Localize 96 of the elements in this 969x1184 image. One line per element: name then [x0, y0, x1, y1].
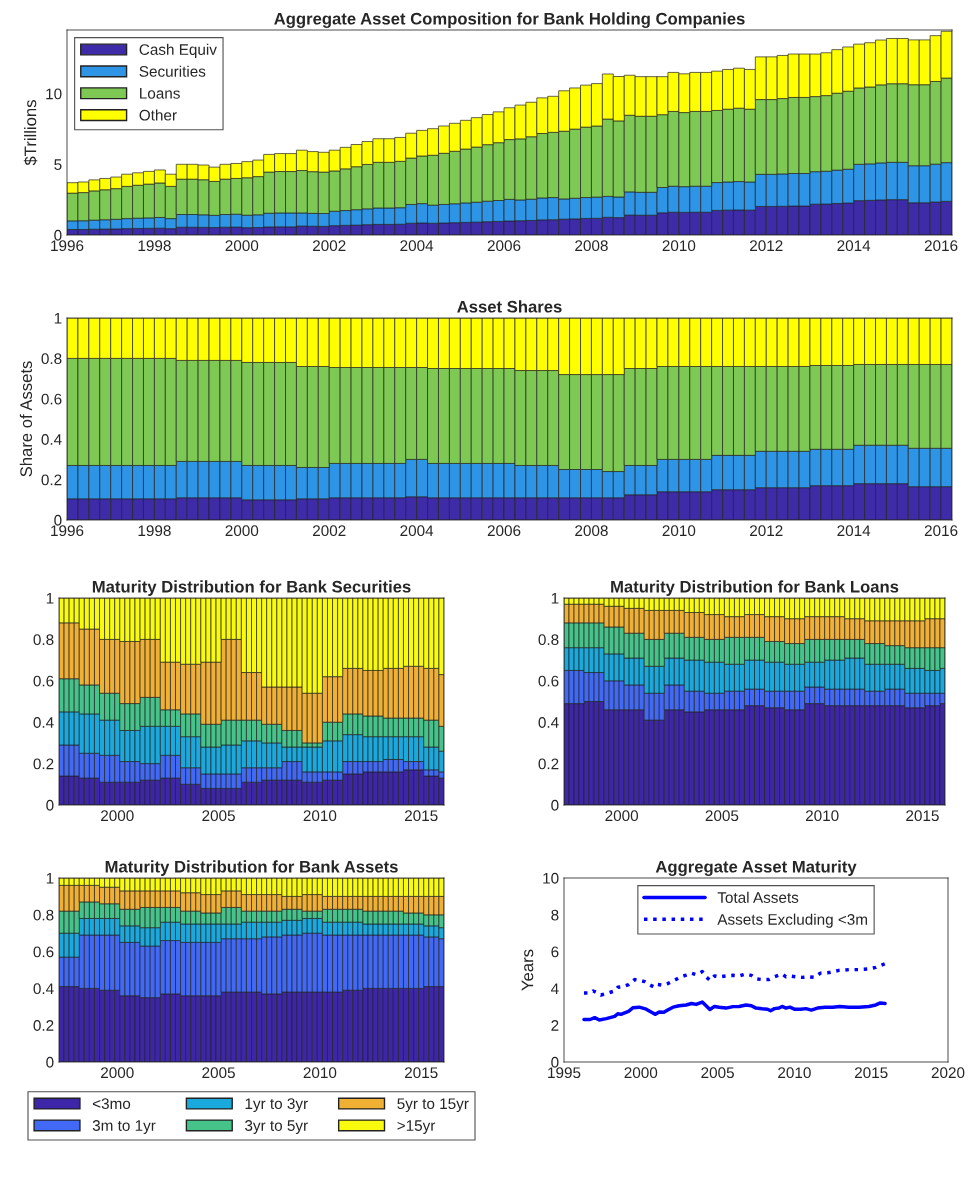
x-tick-label: 2005	[701, 1067, 734, 1079]
x-tick-label: 2005	[202, 810, 235, 822]
y-tick-label: 10	[543, 872, 559, 884]
y-tick-label: 0.6	[33, 675, 54, 687]
x-tick-label: 1998	[138, 525, 171, 537]
y-tick-label: 0.2	[33, 1020, 54, 1031]
y-tick-label: 2	[551, 1020, 559, 1031]
legend-label: 3yr to 5yr	[245, 1120, 308, 1134]
y-tick-label: 0	[46, 799, 54, 811]
x-tick-label: 2000	[605, 810, 639, 822]
x-tick-label: 2000	[225, 525, 259, 537]
legend-label: 1yr to 3yr	[245, 1098, 308, 1113]
x-tick-label: 2015	[906, 810, 939, 822]
y-tick-label: 0	[551, 799, 559, 811]
y-axis-title: $Trillions	[23, 100, 38, 166]
x-tick-label: 2015	[404, 810, 438, 822]
line-series	[582, 962, 887, 997]
x-tick-label: 2010	[662, 240, 696, 252]
x-tick-label: 2012	[750, 240, 783, 252]
x-tick-label: 2000	[225, 240, 259, 252]
x-tick-label: 1996	[51, 525, 84, 537]
x-tick-label: 2010	[662, 525, 696, 537]
x-tick-label: 2016	[924, 525, 958, 537]
x-tick-label: 2000	[101, 810, 134, 822]
x-tick-label: 2004	[400, 525, 434, 537]
x-tick-label: 2005	[705, 810, 739, 822]
y-tick-label: 6	[551, 946, 559, 958]
y-tick-label: 1	[46, 593, 54, 604]
y-tick-label: 0.6	[538, 675, 559, 687]
y-axis-title: Years	[521, 949, 534, 991]
y-axis-title: Share of Assets	[19, 361, 33, 477]
y-tick-label: 0.8	[33, 909, 54, 921]
x-tick-label: 1995	[548, 1067, 581, 1079]
y-tick-label: 1	[551, 593, 559, 604]
x-tick-label: 2004	[400, 240, 434, 252]
y-tick-label: 0.6	[41, 393, 62, 405]
x-tick-label: 2006	[487, 525, 521, 537]
legend-label: 3m to 1yr	[92, 1120, 156, 1134]
y-tick-label: 0.4	[41, 434, 62, 445]
x-tick-label: 2010	[303, 810, 337, 822]
line-series	[582, 1000, 887, 1022]
y-tick-label: 8	[551, 909, 559, 921]
y-tick-label: 1	[54, 313, 62, 324]
y-tick-label: 0.8	[41, 353, 62, 365]
x-tick-label: 1998	[138, 240, 171, 252]
chart-title: Aggregate Asset Composition for Bank Holding Companies	[274, 12, 745, 28]
x-tick-label: 2008	[575, 240, 608, 252]
y-tick-label: 0.8	[538, 634, 559, 646]
legend-label: 5yr to 15yr	[397, 1098, 469, 1113]
legend-label: Securities	[139, 65, 206, 77]
y-tick-label: 1	[46, 873, 54, 884]
x-tick-label: 2014	[837, 240, 871, 252]
x-tick-label: 2002	[313, 525, 346, 537]
x-tick-label: 2015	[404, 1067, 438, 1079]
legend-label: Other	[139, 109, 177, 121]
x-tick-label: 2010	[303, 1067, 337, 1079]
y-tick-label: 0.2	[33, 758, 54, 770]
legend-label: Assets Excluding <3m	[717, 913, 868, 928]
y-tick-label: 0.4	[33, 717, 54, 728]
x-tick-label: 2000	[624, 1067, 658, 1079]
y-tick-label: 0.6	[33, 946, 54, 958]
y-tick-label: 10	[46, 88, 62, 100]
x-tick-label: 2000	[101, 1067, 134, 1079]
chart-title: Maturity Distribution for Bank Loans	[611, 580, 899, 596]
legend-label: Total Assets	[717, 891, 799, 903]
x-tick-label: 2014	[837, 525, 871, 537]
y-tick-label: 0.2	[41, 474, 62, 486]
y-tick-label: 0.2	[538, 758, 559, 770]
chart-title: Maturity Distribution for Bank Securities	[92, 580, 411, 596]
y-tick-label: 0	[551, 1056, 559, 1068]
legend-label: >15yr	[397, 1120, 436, 1134]
legend-label: <3mo	[92, 1098, 131, 1110]
chart-title: Asset Shares	[457, 300, 562, 313]
x-tick-label: 2002	[313, 240, 346, 252]
x-tick-label: 2005	[202, 1067, 235, 1079]
x-tick-label: 2010	[778, 1067, 811, 1079]
x-tick-label: 2012	[750, 525, 783, 537]
y-tick-label: 4	[550, 983, 559, 994]
chart-title: Maturity Distribution for Bank Assets	[105, 860, 398, 876]
x-tick-label: 1996	[51, 240, 84, 252]
y-tick-label: 0	[46, 1056, 54, 1068]
y-tick-label: 5	[54, 159, 62, 170]
y-tick-label: 0	[54, 229, 62, 241]
legend-label: Cash Equiv	[139, 43, 217, 58]
x-tick-label: 2008	[575, 525, 608, 537]
chart-title: Aggregate Asset Maturity	[655, 860, 857, 876]
y-tick-label: 0.8	[33, 634, 54, 646]
x-tick-label: 2006	[487, 240, 521, 252]
x-tick-label: 2016	[924, 240, 958, 252]
x-tick-label: 2020	[931, 1067, 965, 1079]
x-tick-label: 2015	[854, 1067, 888, 1079]
y-tick-label: 0	[54, 514, 62, 526]
legend-label: Loans	[140, 88, 180, 99]
x-tick-label: 2010	[805, 810, 839, 822]
y-tick-label: 0.4	[538, 717, 559, 728]
y-tick-label: 0.4	[33, 983, 54, 995]
